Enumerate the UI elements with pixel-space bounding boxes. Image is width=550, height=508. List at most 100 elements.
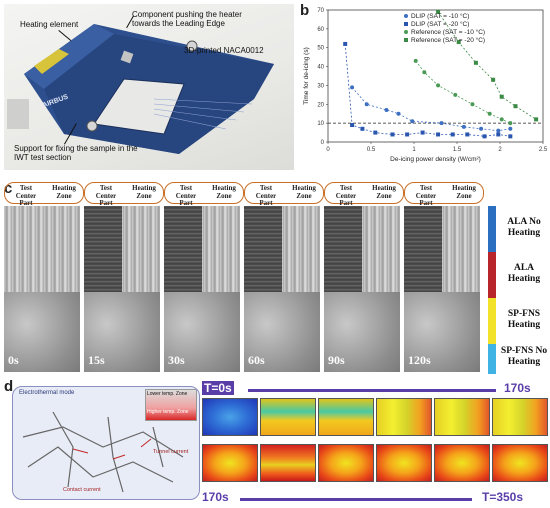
- thermal-image-r2-3: [318, 444, 374, 482]
- frame-time-label: 30s: [168, 353, 185, 367]
- frame-header-left: Test Center Part: [335, 184, 357, 207]
- frame-header-right: Heating Zone: [372, 184, 396, 200]
- data-point-series-1: [436, 132, 441, 137]
- frame-header-left: Test Center Part: [175, 184, 197, 207]
- x-tick-label: 0: [326, 147, 330, 153]
- thermal-image-r1-1: [202, 398, 258, 436]
- frame-header-1: Test Center Part Heating Zone: [84, 182, 164, 207]
- frame-header-left: Test Center Part: [15, 184, 37, 207]
- legend-marker-2: [404, 30, 408, 34]
- frame-time-label: 0s: [8, 353, 19, 367]
- x-tick-label: 1: [412, 147, 416, 153]
- frame-header-right: Heating Zone: [452, 184, 476, 200]
- data-point-series-1: [450, 132, 455, 137]
- legend-entry-1: DLIP (SAT = -20 °C): [411, 20, 469, 28]
- callout-pushing-component: Component pushing the heater towards the…: [132, 10, 242, 28]
- nanotube-network-drawing: [22, 411, 184, 493]
- frame-header-left: Test Center Part: [255, 184, 277, 207]
- x-tick-label: 2.5: [539, 147, 548, 153]
- y-axis-label: Time for de-icing (s): [303, 47, 310, 105]
- time-label-170-bottom: 170s: [202, 490, 229, 504]
- data-point-series-2: [436, 83, 441, 88]
- frame-header-right: Heating Zone: [292, 184, 316, 200]
- data-point-series-1: [482, 134, 487, 139]
- thermal-image-r1-3: [318, 398, 374, 436]
- legend-entry-2: Reference (SAT = -10 °C): [411, 28, 485, 36]
- frame-header-left: Test Center Part: [415, 184, 437, 207]
- fit-line-series-1: [344, 43, 511, 137]
- frame-header-right: Heating Zone: [52, 184, 76, 200]
- network-schematic: Electrothermal mode Lower temp. Zone Hig…: [12, 386, 200, 500]
- electrothermal-panel: Electrothermal mode Lower temp. Zone Hig…: [4, 380, 548, 506]
- timeline-arrow-top: [248, 389, 496, 392]
- thermal-image-r1-4: [376, 398, 432, 436]
- x-tick-label: 1.5: [453, 147, 462, 153]
- data-point-series-0: [410, 119, 415, 124]
- frame-header-right: Heating Zone: [132, 184, 156, 200]
- data-point-series-2: [422, 70, 427, 75]
- data-point-series-2: [508, 121, 513, 126]
- data-point-series-2: [453, 92, 458, 97]
- y-tick-label: 50: [317, 46, 324, 52]
- data-point-series-3: [491, 77, 496, 82]
- legend-bar-ala-heating: [488, 252, 496, 298]
- y-tick-label: 20: [317, 102, 324, 108]
- data-point-series-2: [487, 111, 492, 116]
- legend-marker-0: [404, 14, 408, 18]
- thermal-image-r2-6: [492, 444, 548, 482]
- schematic-title: Electrothermal mode: [19, 390, 75, 396]
- data-point-series-2: [499, 117, 504, 122]
- y-tick-label: 40: [317, 65, 324, 71]
- data-point-series-3: [473, 60, 478, 65]
- data-point-series-1: [465, 132, 470, 137]
- panel-label-d: d: [4, 378, 14, 395]
- data-point-series-2: [413, 58, 418, 63]
- plot-frame: [327, 9, 544, 143]
- thermal-image-r1-5: [434, 398, 490, 436]
- ice-frame-0: 0s: [4, 206, 80, 372]
- data-point-series-0: [479, 126, 484, 131]
- y-tick-label: 70: [317, 8, 324, 14]
- frame-time-label: 120s: [408, 353, 431, 367]
- legend-bar-spfns-no-heating: [488, 344, 496, 374]
- legend-bar-ala-no-heating: [488, 206, 496, 252]
- frame-header-0: Test Center Part Heating Zone: [4, 182, 84, 207]
- data-point-series-1: [390, 132, 395, 137]
- callout-heating-element: Heating element: [20, 20, 79, 29]
- thermal-image-r1-2: [260, 398, 316, 436]
- y-tick-label: 10: [317, 121, 324, 127]
- data-point-series-2: [470, 102, 475, 107]
- frame-time-label: 90s: [328, 353, 345, 367]
- legend-entry-0: DLIP (SAT = -10 °C): [411, 12, 469, 20]
- data-point-series-0: [439, 121, 444, 126]
- data-point-series-3: [534, 117, 539, 122]
- data-point-series-0: [364, 102, 369, 107]
- thermal-image-r2-2: [260, 444, 316, 482]
- frame-time-label: 15s: [88, 353, 105, 367]
- data-point-series-1: [350, 123, 355, 128]
- legend-label-ala-no-heating: ALA No Heating: [507, 217, 541, 238]
- frame-header-2: Test Center Part Heating Zone: [164, 182, 244, 207]
- data-point-series-1: [496, 132, 501, 137]
- time-label-end: T=350s: [482, 490, 524, 504]
- deicing-chart-panel: 0 0.5 1 1.5 2 2.5 0 10 20 30 40 50 60 70 De-icing powe…: [298, 4, 548, 174]
- legend-marker-1: [404, 22, 408, 26]
- legend-bar-spfns-heating: [488, 298, 496, 344]
- data-point-series-1: [373, 130, 378, 135]
- airfoil-photo-panel: Heating element Component pushing the he…: [4, 4, 294, 170]
- deicing-chart: 0 0.5 1 1.5 2 2.5 0 10 20 30 40 50 60 70 De-icing powe…: [303, 8, 548, 163]
- callout-naca0012: 3D-printed NACA0012: [184, 46, 264, 55]
- callout-support: Support for fixing the sample in the IWT…: [14, 144, 138, 162]
- data-point-series-3: [499, 94, 504, 99]
- time-label-170-top: 170s: [504, 381, 531, 395]
- data-point-series-0: [396, 111, 401, 116]
- data-point-series-1: [405, 132, 410, 137]
- ice-frame-4: 90s: [324, 206, 400, 372]
- legend-marker-3: [404, 38, 408, 42]
- y-tick-label: 30: [317, 83, 324, 89]
- frame-header-right: Heating Zone: [212, 184, 236, 200]
- thermal-image-r1-6: [492, 398, 548, 436]
- data-point-series-0: [384, 107, 389, 112]
- data-point-series-1: [420, 130, 425, 135]
- x-axis-label: De-icing power density (W/cm²): [390, 156, 481, 163]
